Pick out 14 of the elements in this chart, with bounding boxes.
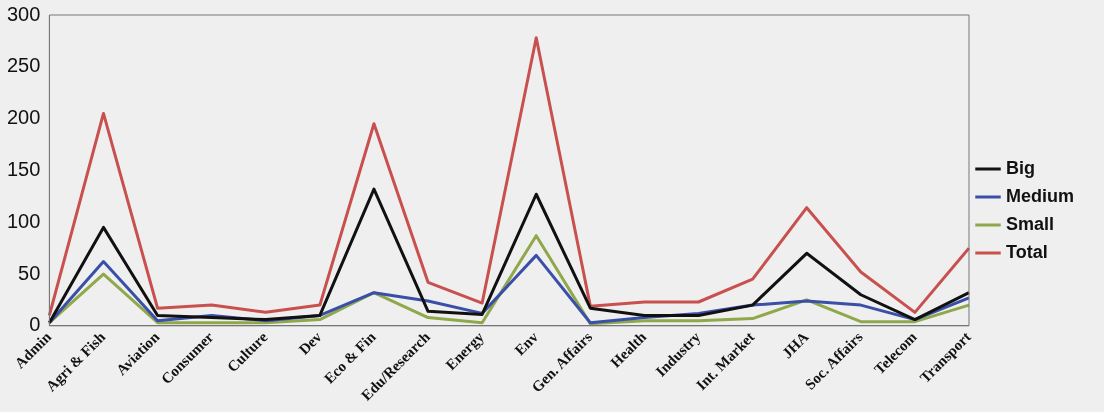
legend-label: Big [1006, 157, 1035, 178]
y-tick-label: 200 [6, 106, 41, 129]
y-tick-label: 50 [18, 261, 41, 284]
y-tick-label: 0 [29, 313, 41, 336]
legend-label: Small [1006, 213, 1055, 234]
x-tick-label: JHA [779, 328, 812, 362]
legend-label: Total [1006, 241, 1048, 262]
legend-label: Medium [1006, 185, 1075, 206]
y-tick-label: 250 [6, 54, 41, 77]
x-tick-label: Env [511, 328, 542, 359]
y-tick-label: 150 [6, 157, 41, 180]
x-tick-label: Dev [295, 328, 326, 358]
y-tick-label: 100 [6, 209, 41, 232]
y-tick-label: 300 [6, 2, 41, 25]
